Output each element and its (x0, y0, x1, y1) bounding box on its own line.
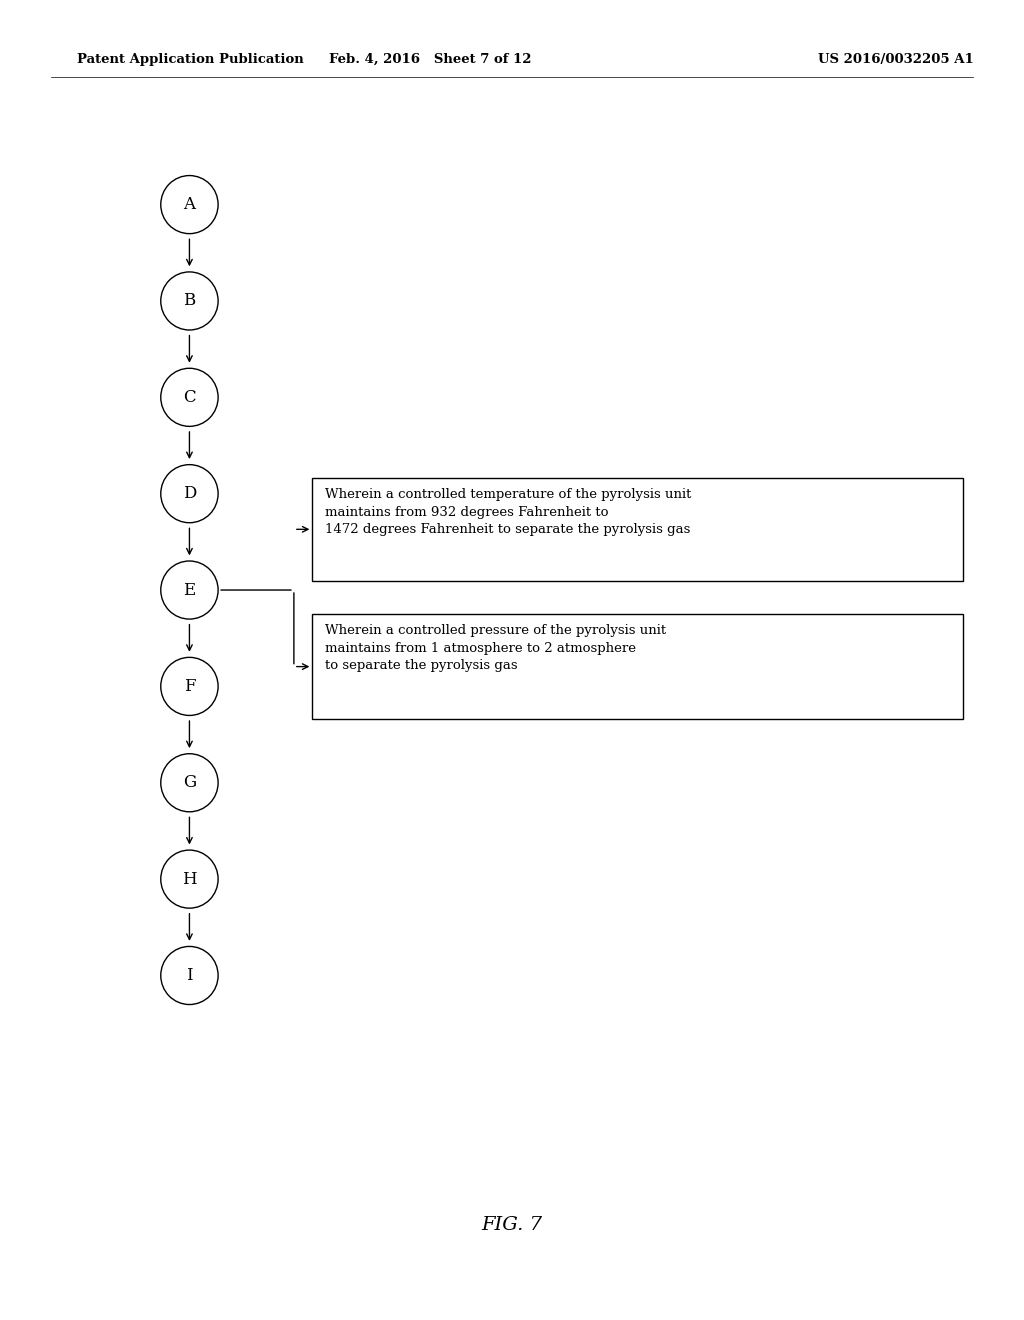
Text: D: D (182, 486, 197, 502)
Ellipse shape (161, 176, 218, 234)
Text: F: F (183, 678, 196, 694)
Ellipse shape (161, 657, 218, 715)
Text: Feb. 4, 2016   Sheet 7 of 12: Feb. 4, 2016 Sheet 7 of 12 (329, 53, 531, 66)
Ellipse shape (161, 465, 218, 523)
Ellipse shape (161, 561, 218, 619)
Ellipse shape (161, 850, 218, 908)
Text: H: H (182, 871, 197, 887)
Text: C: C (183, 389, 196, 405)
Ellipse shape (161, 272, 218, 330)
Text: G: G (183, 775, 196, 791)
Ellipse shape (161, 946, 218, 1005)
Text: US 2016/0032205 A1: US 2016/0032205 A1 (818, 53, 974, 66)
Text: I: I (186, 968, 193, 983)
Text: FIG. 7: FIG. 7 (481, 1216, 543, 1234)
Text: Wherein a controlled temperature of the pyrolysis unit
maintains from 932 degree: Wherein a controlled temperature of the … (325, 488, 691, 536)
Text: Patent Application Publication: Patent Application Publication (77, 53, 303, 66)
Text: Wherein a controlled pressure of the pyrolysis unit
maintains from 1 atmosphere : Wherein a controlled pressure of the pyr… (325, 624, 666, 672)
FancyBboxPatch shape (312, 478, 963, 581)
FancyBboxPatch shape (312, 614, 963, 719)
Ellipse shape (161, 754, 218, 812)
Ellipse shape (161, 368, 218, 426)
Text: A: A (183, 197, 196, 213)
Text: B: B (183, 293, 196, 309)
Text: E: E (183, 582, 196, 598)
